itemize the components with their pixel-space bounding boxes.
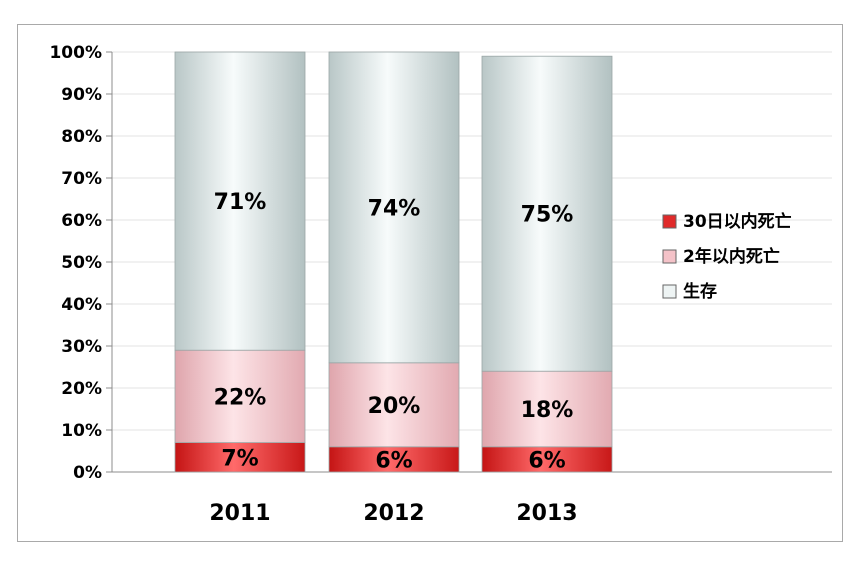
bars — [174, 51, 613, 473]
y-tick-label: 50% — [61, 253, 102, 273]
y-tick-label: 60% — [61, 211, 102, 231]
data-label: 75% — [521, 203, 574, 228]
data-label: 20% — [368, 394, 421, 419]
bar-segment — [328, 362, 460, 448]
legend-swatch — [662, 249, 677, 264]
y-tick-label: 0% — [73, 463, 102, 483]
data-labels: 7% 22% 71% 6% 20% 74% 6% 18% 75% — [214, 190, 574, 473]
y-tick-label: 40% — [61, 295, 102, 315]
y-tick-label: 80% — [61, 127, 102, 147]
bar-segment — [174, 51, 306, 351]
bar-segment — [328, 446, 460, 473]
bar-segment — [481, 55, 613, 372]
x-category-label: 2012 — [363, 501, 424, 526]
data-label: 18% — [521, 398, 574, 423]
y-tick-label: 70% — [61, 169, 102, 189]
data-label: 71% — [214, 190, 267, 215]
x-category-label: 2013 — [516, 501, 577, 526]
data-label: 22% — [214, 385, 267, 410]
x-category-label: 2011 — [209, 501, 270, 526]
legend-swatch — [662, 284, 677, 299]
data-label: 6% — [528, 448, 565, 473]
y-tick-label: 20% — [61, 379, 102, 399]
data-label: 7% — [221, 446, 258, 471]
bar-segment — [174, 442, 306, 473]
legend-swatch — [662, 214, 677, 229]
y-tick-label: 90% — [61, 85, 102, 105]
data-label: 6% — [375, 448, 412, 473]
y-tick-label: 30% — [61, 337, 102, 357]
bar-segment — [481, 446, 613, 473]
bar-segment — [328, 51, 460, 364]
bar-segment — [174, 349, 306, 444]
legend-label: 30日以内死亡 — [683, 211, 792, 232]
legend-label: 生存 — [683, 281, 717, 302]
legend-label: 2年以内死亡 — [683, 246, 780, 267]
data-label: 74% — [368, 196, 421, 221]
y-tick-label: 10% — [61, 421, 102, 441]
bar-segment — [481, 370, 613, 448]
y-tick-label: 100% — [49, 43, 102, 63]
